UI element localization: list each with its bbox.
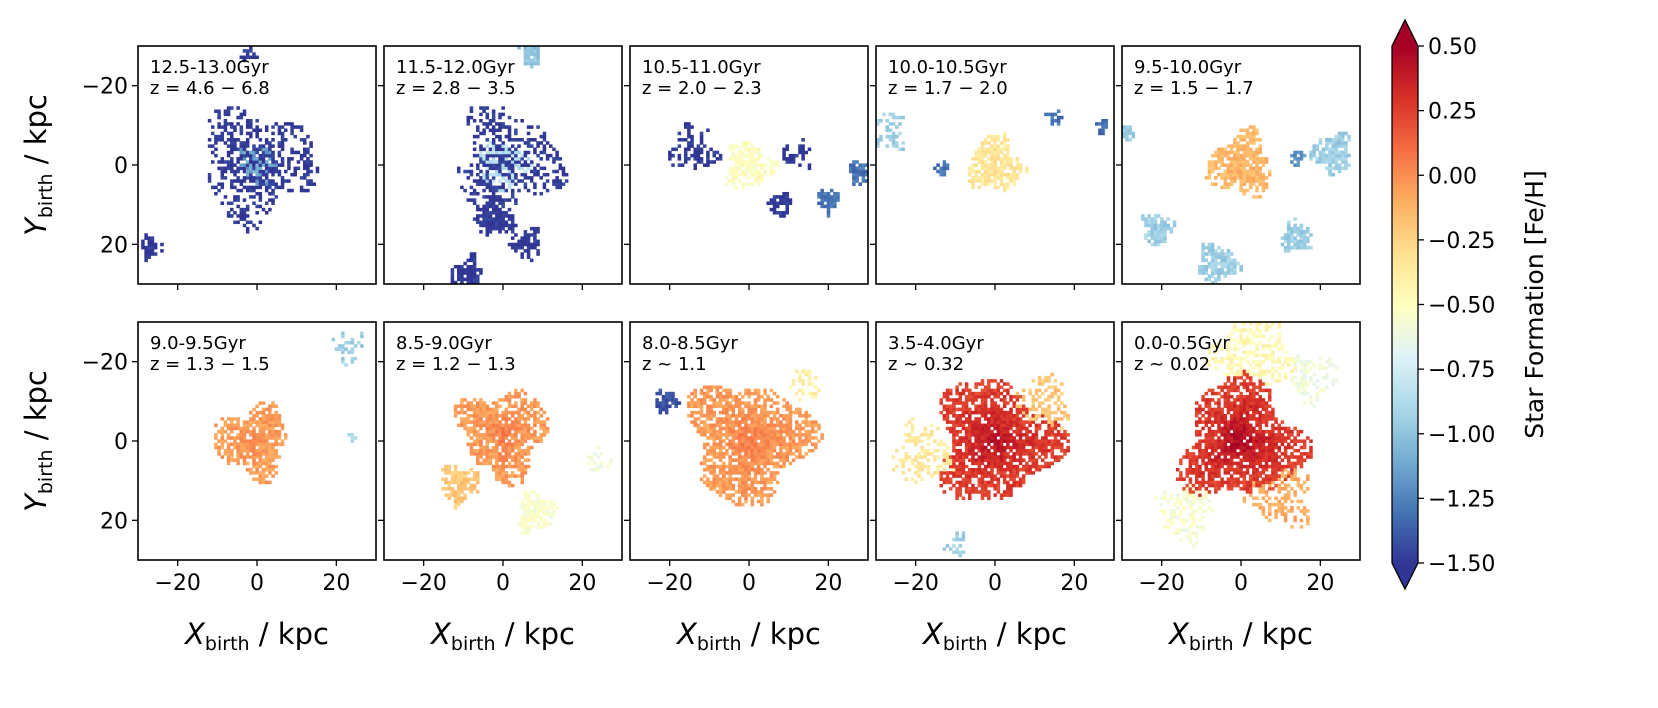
colorbar-tick-label: −1.25 bbox=[1428, 487, 1495, 512]
panel-redshift-label: z = 1.5 − 1.7 bbox=[1134, 78, 1254, 99]
x-axis-label: Xbirth / kpc bbox=[1167, 617, 1313, 655]
y-axis-label: Ybirth / kpc bbox=[19, 94, 57, 236]
colorbar: 0.50 0.25 0.00 −0.25 −0.50 −0.75 −1.00 −1.25 −1.… bbox=[1391, 18, 1549, 591]
heatmap-pixels bbox=[450, 46, 569, 284]
x-axis-label: Xbirth / kpc bbox=[921, 617, 1067, 655]
panel-redshift-label: z ~ 1.1 bbox=[642, 354, 707, 375]
panel-redshift-label: z = 1.3 − 1.5 bbox=[150, 354, 270, 375]
y-tick-label: 20 bbox=[100, 509, 128, 534]
panel-redshift-label: z = 4.6 − 6.8 bbox=[150, 78, 270, 99]
y-tick-label: 0 bbox=[114, 430, 128, 455]
heatmap-pixels bbox=[141, 46, 320, 263]
x-tick-label: 20 bbox=[322, 571, 350, 596]
heatmap-pixels bbox=[876, 109, 1108, 193]
x-tick-label: −20 bbox=[154, 571, 200, 596]
x-tick-label: 20 bbox=[814, 571, 842, 596]
x-tick-label: 0 bbox=[250, 571, 264, 596]
heatmap-pixels bbox=[655, 369, 824, 507]
heatmap-pixels bbox=[891, 372, 1070, 558]
colorbar-tick-label: −0.50 bbox=[1428, 294, 1495, 319]
x-tick-label: 0 bbox=[1234, 571, 1248, 596]
panel-age-label: 12.5-13.0Gyr bbox=[150, 57, 269, 78]
colorbar-tick-label: 0.25 bbox=[1428, 100, 1477, 125]
panel-age-label: 10.0-10.5Gyr bbox=[888, 57, 1007, 78]
y-tick-label: −20 bbox=[82, 75, 128, 100]
colorbar-tick-label: −1.50 bbox=[1428, 552, 1495, 577]
x-tick-label: 0 bbox=[988, 571, 1002, 596]
panel-redshift-label: z = 1.7 − 2.0 bbox=[888, 78, 1008, 99]
panel-age-label: 3.5-4.0Gyr bbox=[888, 333, 984, 354]
x-tick-label: 20 bbox=[568, 571, 596, 596]
x-tick-label: 20 bbox=[1306, 571, 1334, 596]
colorbar-extend-bottom bbox=[1392, 563, 1418, 589]
x-axis-label: Xbirth / kpc bbox=[429, 617, 575, 655]
heatmap-pixels bbox=[214, 331, 364, 485]
panel-age-label: 8.5-9.0Gyr bbox=[396, 333, 492, 354]
colorbar-tick-label: −0.75 bbox=[1428, 358, 1495, 383]
x-axis-label: Xbirth / kpc bbox=[675, 617, 821, 655]
panel-age-label: 9.5-10.0Gyr bbox=[1134, 57, 1242, 78]
heatmap-pixels bbox=[668, 122, 868, 218]
y-tick-label: 0 bbox=[114, 154, 128, 179]
colorbar-gradient bbox=[1392, 46, 1418, 563]
colorbar-tick-label: 0.50 bbox=[1428, 35, 1477, 60]
colorbar-tick-label: −0.25 bbox=[1428, 229, 1495, 254]
axis-labels: Xbirth / kpc Xbirth / kpc Xbirth / kpc Xbir… bbox=[19, 94, 1313, 655]
x-tick-label: 0 bbox=[496, 571, 510, 596]
x-tick-label: 0 bbox=[742, 571, 756, 596]
colorbar-extend-top bbox=[1392, 20, 1418, 46]
x-axis-label: Xbirth / kpc bbox=[183, 617, 329, 655]
x-tick-label: −20 bbox=[892, 571, 938, 596]
heatmap-pixels bbox=[1122, 125, 1351, 284]
x-tick-label: −20 bbox=[400, 571, 446, 596]
colorbar-tick-label: −1.00 bbox=[1428, 423, 1495, 448]
panel-age-label: 11.5-12.0Gyr bbox=[396, 57, 515, 78]
y-tick-label: 20 bbox=[100, 233, 128, 258]
panel-age-label: 9.0-9.5Gyr bbox=[150, 333, 246, 354]
colorbar-tick-label: 0.00 bbox=[1428, 164, 1477, 189]
y-axis-label: Ybirth / kpc bbox=[19, 370, 57, 512]
colorbar-label: Star Formation [Fe/H] bbox=[1520, 170, 1549, 438]
x-tick-label: 20 bbox=[1060, 571, 1088, 596]
heatmap-pixels bbox=[441, 388, 613, 535]
heatmap-pixels bbox=[1153, 322, 1339, 548]
panel-age-label: 10.5-11.0Gyr bbox=[642, 57, 761, 78]
x-tick-label: −20 bbox=[1138, 571, 1184, 596]
panel-redshift-label: z = 2.0 − 2.3 bbox=[642, 78, 762, 99]
x-tick-label: −20 bbox=[646, 571, 692, 596]
panel-redshift-label: z = 1.2 − 1.3 bbox=[396, 354, 516, 375]
panel-age-label: 0.0-0.5Gyr bbox=[1134, 333, 1230, 354]
panel-age-label: 8.0-8.5Gyr bbox=[642, 333, 738, 354]
panel-redshift-label: z ~ 0.32 bbox=[888, 354, 964, 375]
panel-redshift-label: z ~ 0.02 bbox=[1134, 354, 1210, 375]
y-tick-label: −20 bbox=[82, 351, 128, 376]
panel-redshift-label: z = 2.8 − 3.5 bbox=[396, 78, 516, 99]
